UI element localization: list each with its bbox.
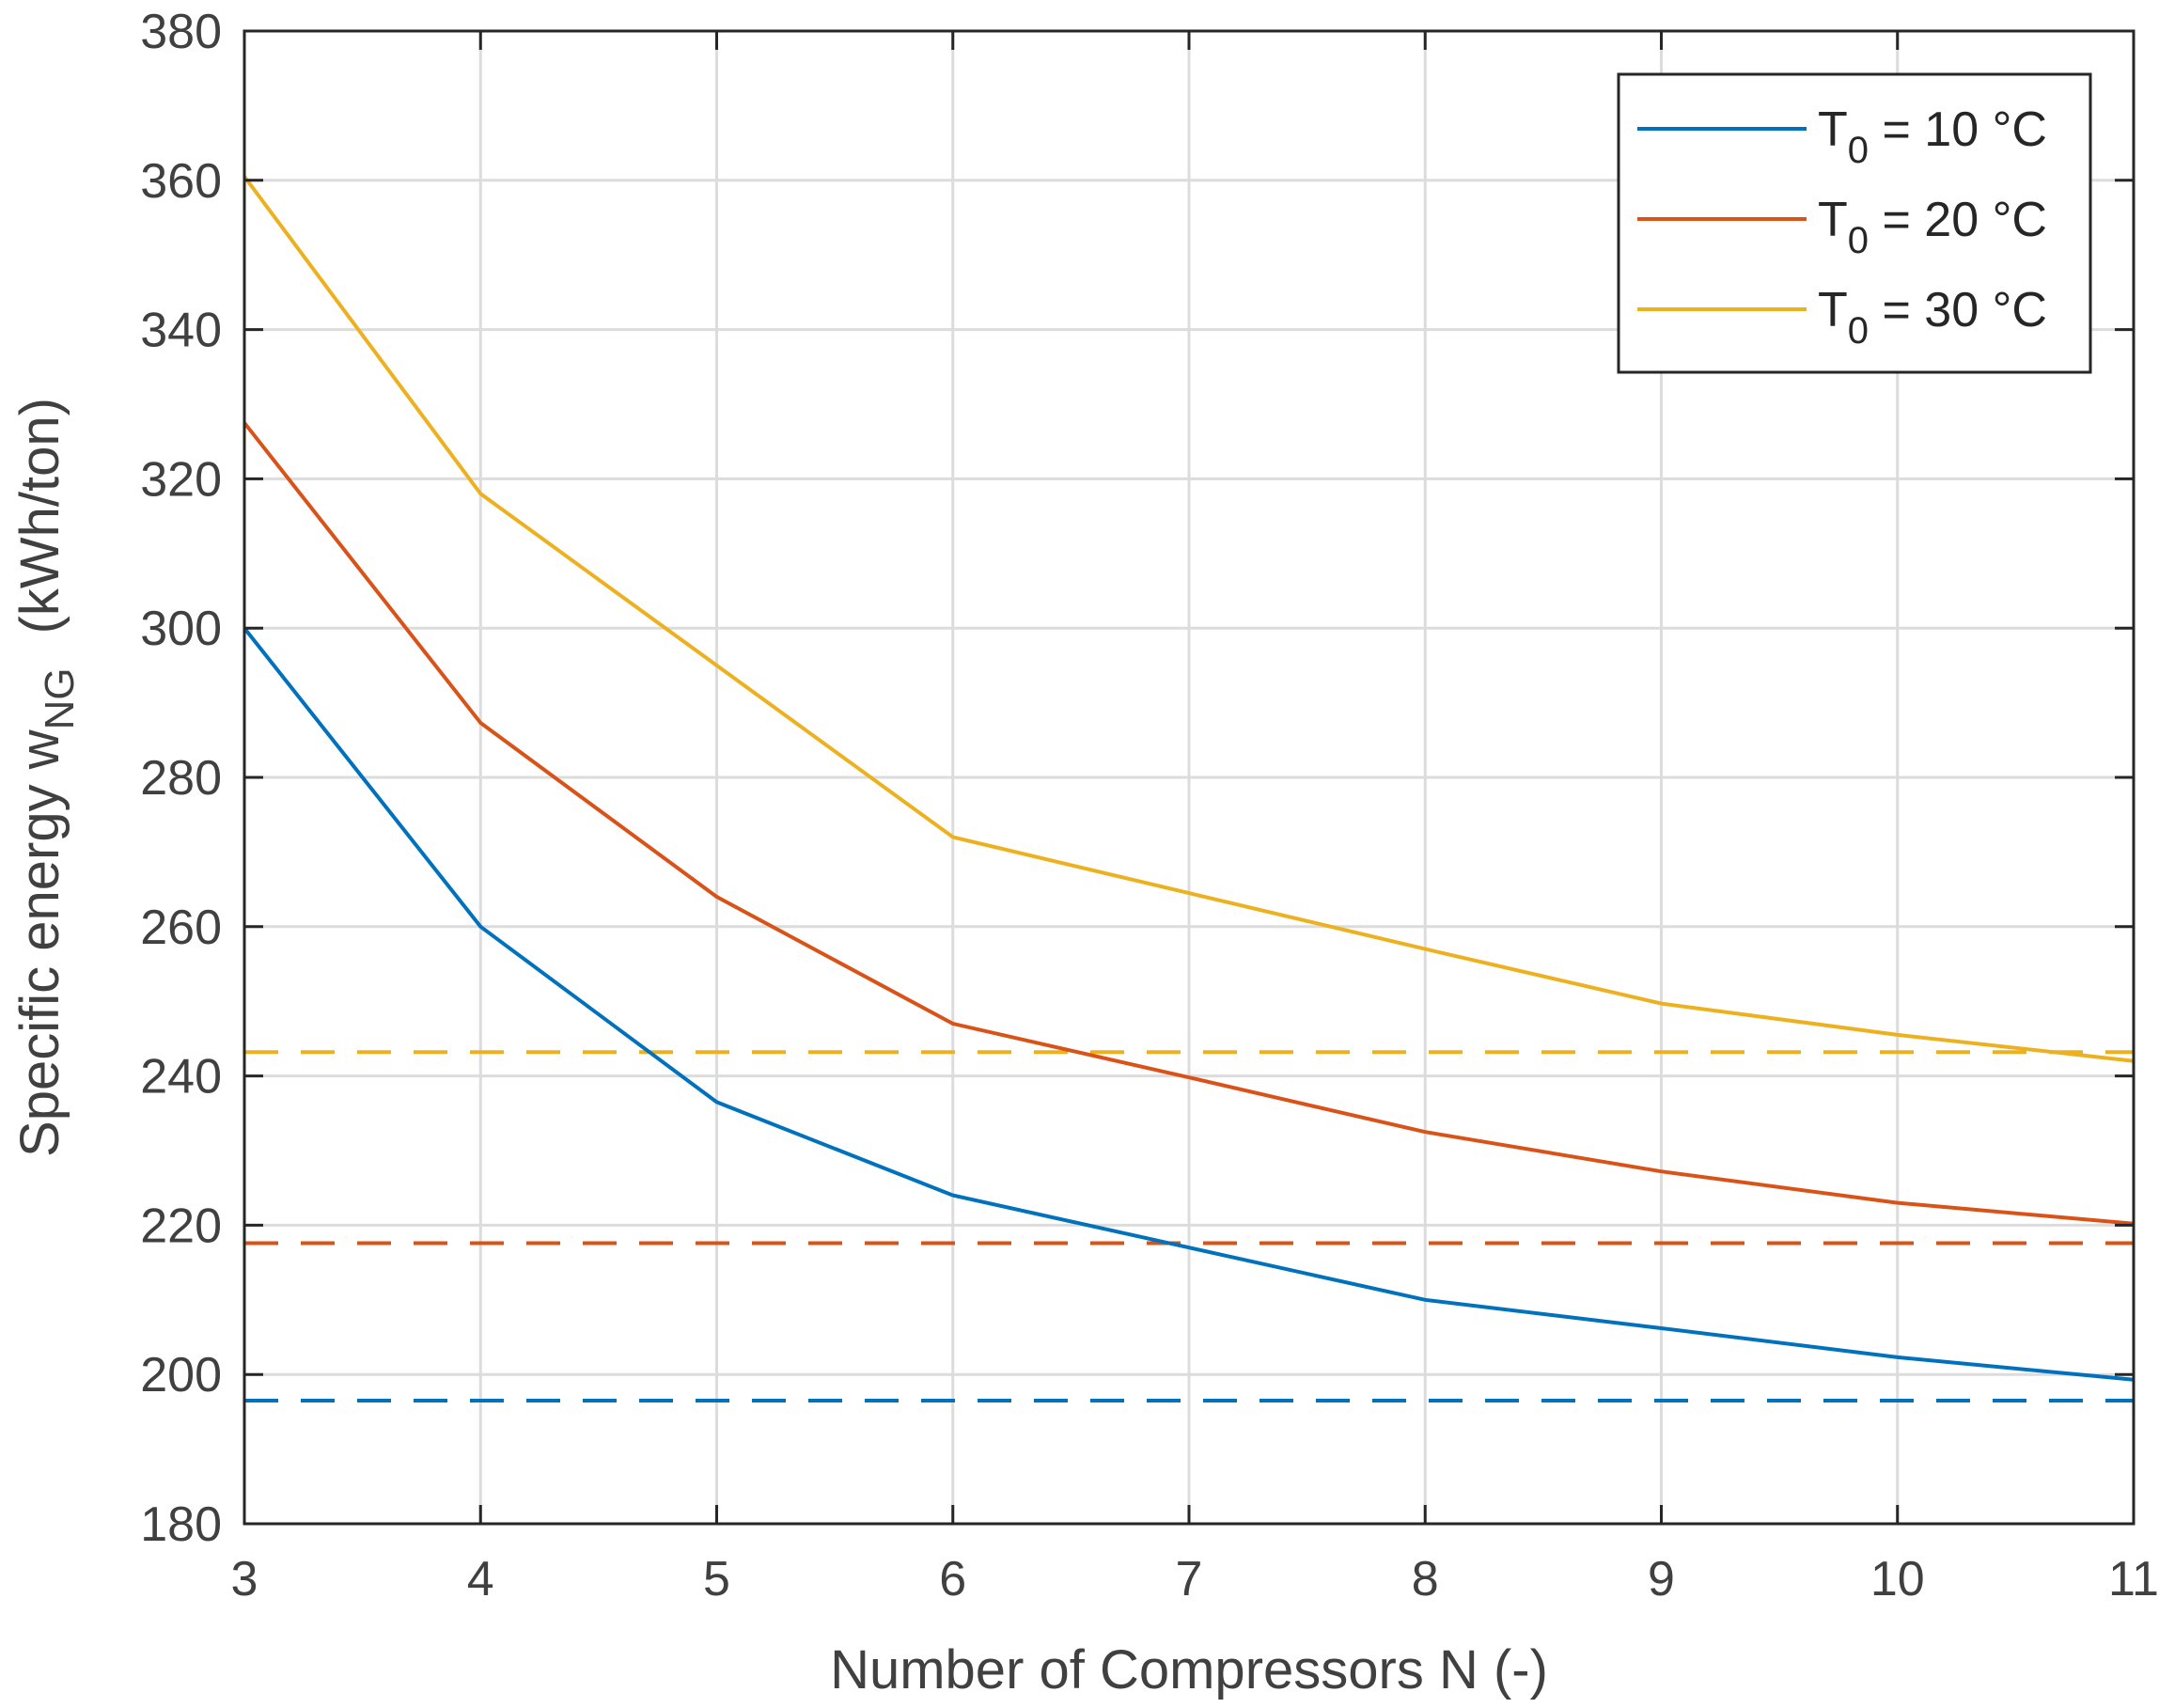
y-axis-label-unit: (kWh/ton) xyxy=(9,398,70,634)
legend-box xyxy=(1617,72,2092,374)
x-tick-label: 10 xyxy=(1870,1552,1925,1606)
reference-lines xyxy=(244,1050,2134,1402)
series-line-3 xyxy=(242,175,2135,1063)
y-tick-label: 340 xyxy=(140,304,222,358)
y-tick-label: 180 xyxy=(140,1497,222,1552)
legend[interactable]: T0 = 10 °C T0 = 20 °C T0 = 30 °C xyxy=(1617,72,2092,374)
x-tick-label: 9 xyxy=(1648,1552,1675,1606)
y-axis-label-main: Specific energy w xyxy=(9,729,70,1157)
x-tick-labels: 3 4 5 6 7 8 9 10 11 xyxy=(231,1552,2159,1606)
series-line-1 xyxy=(242,626,2135,1382)
y-tick-label: 240 xyxy=(140,1050,222,1105)
y-tick-label: 360 xyxy=(140,154,222,209)
y-tick-label: 200 xyxy=(140,1348,222,1402)
y-tick-label: 320 xyxy=(140,452,222,507)
x-tick-label: 3 xyxy=(231,1552,258,1606)
x-tick-label: 8 xyxy=(1412,1552,1439,1606)
series-lines xyxy=(242,175,2135,1382)
y-tick-label: 260 xyxy=(140,901,222,955)
x-tick-label: 6 xyxy=(939,1552,966,1606)
y-tick-labels: 180 200 220 240 260 280 300 320 340 360 380 xyxy=(140,5,222,1552)
legend-label-1: T0 = 10 °C xyxy=(1818,102,2047,171)
y-tick-label: 300 xyxy=(140,602,222,656)
x-tick-label: 11 xyxy=(2108,1552,2159,1606)
y-tick-label: 380 xyxy=(140,5,222,59)
y-axis-label: Specific energy wNG (kWh/ton) xyxy=(9,398,83,1157)
y-axis-label-subscript: NG xyxy=(37,667,83,729)
series-line-2 xyxy=(242,421,2135,1226)
legend-label-3: T0 = 30 °C xyxy=(1818,283,2047,352)
ticks xyxy=(242,29,2136,1526)
x-tick-label: 5 xyxy=(703,1552,730,1606)
y-tick-label: 280 xyxy=(140,751,222,806)
legend-label-2: T0 = 20 °C xyxy=(1818,193,2047,261)
x-axis-label: Number of Compressors N (-) xyxy=(830,1639,1548,1700)
y-tick-label: 220 xyxy=(140,1199,222,1253)
x-tick-label: 4 xyxy=(467,1552,494,1606)
x-tick-label: 7 xyxy=(1176,1552,1203,1606)
